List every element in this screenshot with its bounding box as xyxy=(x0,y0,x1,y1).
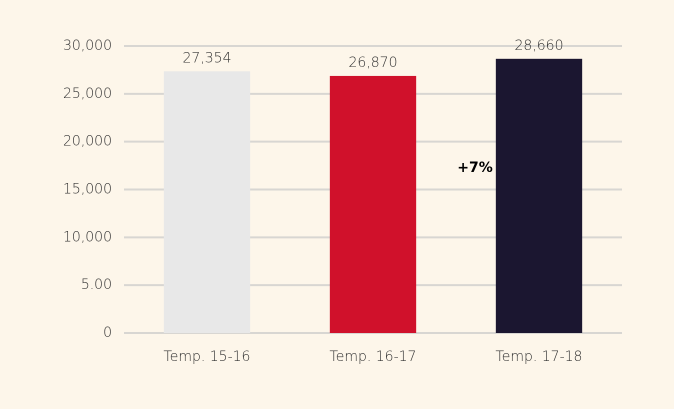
y-tick-label: 30,000 xyxy=(63,38,112,54)
y-tick-label: 0 xyxy=(103,325,112,341)
x-tick-label: Temp. 17-18 xyxy=(496,349,583,365)
bar xyxy=(495,58,583,333)
y-tick-label: 20,000 xyxy=(63,134,112,150)
bar xyxy=(329,75,417,333)
x-tick-label: Temp. 16-17 xyxy=(330,349,417,365)
data-label: 27,354 xyxy=(183,50,232,66)
y-tick-label: 25,000 xyxy=(63,86,112,102)
bar xyxy=(163,71,251,333)
y-tick-label: 10,000 xyxy=(63,229,112,245)
data-label: 28,660 xyxy=(515,38,564,54)
y-tick-label: 15,000 xyxy=(63,182,112,198)
data-label: 26,870 xyxy=(349,55,398,71)
annotation: +7% xyxy=(457,160,493,176)
y-tick-label: 5.00 xyxy=(81,277,112,293)
x-tick-label: Temp. 15-16 xyxy=(164,349,251,365)
